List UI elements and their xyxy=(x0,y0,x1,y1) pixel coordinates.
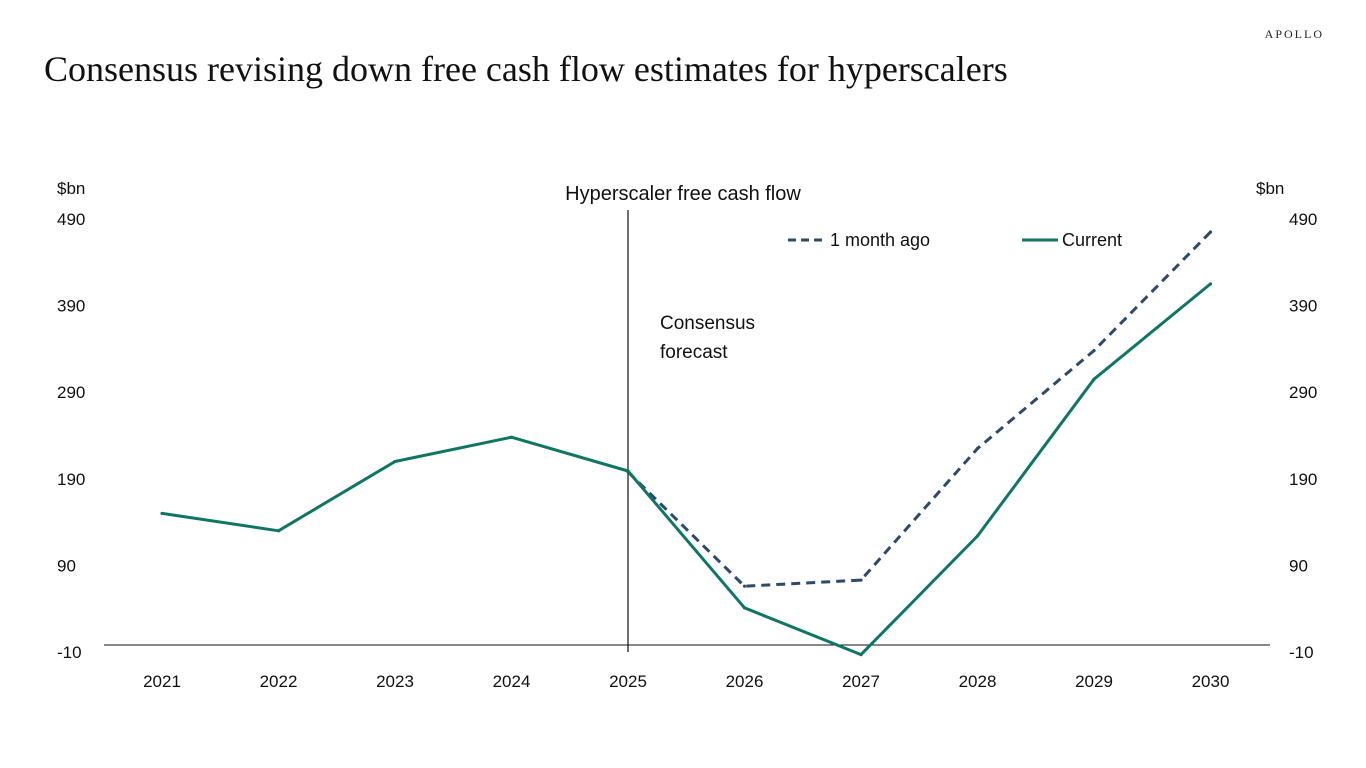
x-tick-label: 2024 xyxy=(493,672,531,691)
y-axis-unit-right: $bn xyxy=(1256,179,1284,198)
data-point-current xyxy=(626,469,630,473)
y-tick-label-right: 490 xyxy=(1289,210,1317,229)
data-point-1-month-ago xyxy=(1092,349,1096,353)
data-point-current xyxy=(509,435,514,439)
x-tick-label: 2021 xyxy=(143,672,181,691)
legend-label: 1 month ago xyxy=(830,230,930,250)
y-tick-label-right: 90 xyxy=(1289,556,1308,575)
x-tick-label: 2026 xyxy=(726,672,764,691)
data-point-current xyxy=(276,529,281,533)
series-line-current xyxy=(160,282,1212,657)
data-point-1-month-ago xyxy=(975,446,980,451)
chart-title: Hyperscaler free cash flow xyxy=(565,183,801,205)
data-point-current xyxy=(393,459,397,464)
brand-logo: APOLLO xyxy=(1264,27,1324,41)
x-tick-label: 2025 xyxy=(609,672,647,691)
y-axis-unit-left: $bn xyxy=(57,179,85,198)
y-tick-label-right: 290 xyxy=(1289,383,1317,402)
data-point-1-month-ago xyxy=(742,584,747,588)
data-point-current xyxy=(160,511,164,516)
page-title: Consensus revising down free cash flow e… xyxy=(44,49,1008,89)
data-point-1-month-ago xyxy=(1208,230,1213,234)
data-point-current xyxy=(1092,377,1096,381)
x-tick-label: 2027 xyxy=(842,672,880,691)
y-tick-label-left: 290 xyxy=(57,383,85,402)
x-tick-label: 2029 xyxy=(1075,672,1113,691)
series-line-1-month-ago xyxy=(626,230,1212,588)
y-tick-label-right: 190 xyxy=(1289,470,1317,489)
x-tick-label: 2030 xyxy=(1192,672,1230,691)
y-tick-label-left: -10 xyxy=(57,643,82,662)
y-tick-label-right: -10 xyxy=(1289,643,1314,662)
legend-label: Current xyxy=(1062,230,1122,250)
data-point-current xyxy=(859,652,863,657)
x-tick-label: 2023 xyxy=(376,672,414,691)
data-point-current xyxy=(1208,282,1213,286)
y-tick-label-right: 390 xyxy=(1289,297,1317,316)
data-point-current xyxy=(975,534,980,538)
y-tick-label-left: 90 xyxy=(57,556,76,575)
y-tick-label-left: 190 xyxy=(57,470,85,489)
forecast-annotation: Consensus xyxy=(660,313,755,334)
x-tick-label: 2022 xyxy=(260,672,298,691)
forecast-annotation: forecast xyxy=(660,342,728,363)
data-point-current xyxy=(742,606,747,610)
data-point-1-month-ago xyxy=(859,578,863,582)
y-tick-label-left: 390 xyxy=(57,297,85,316)
x-tick-label: 2028 xyxy=(959,672,997,691)
y-tick-label-left: 490 xyxy=(57,210,85,229)
